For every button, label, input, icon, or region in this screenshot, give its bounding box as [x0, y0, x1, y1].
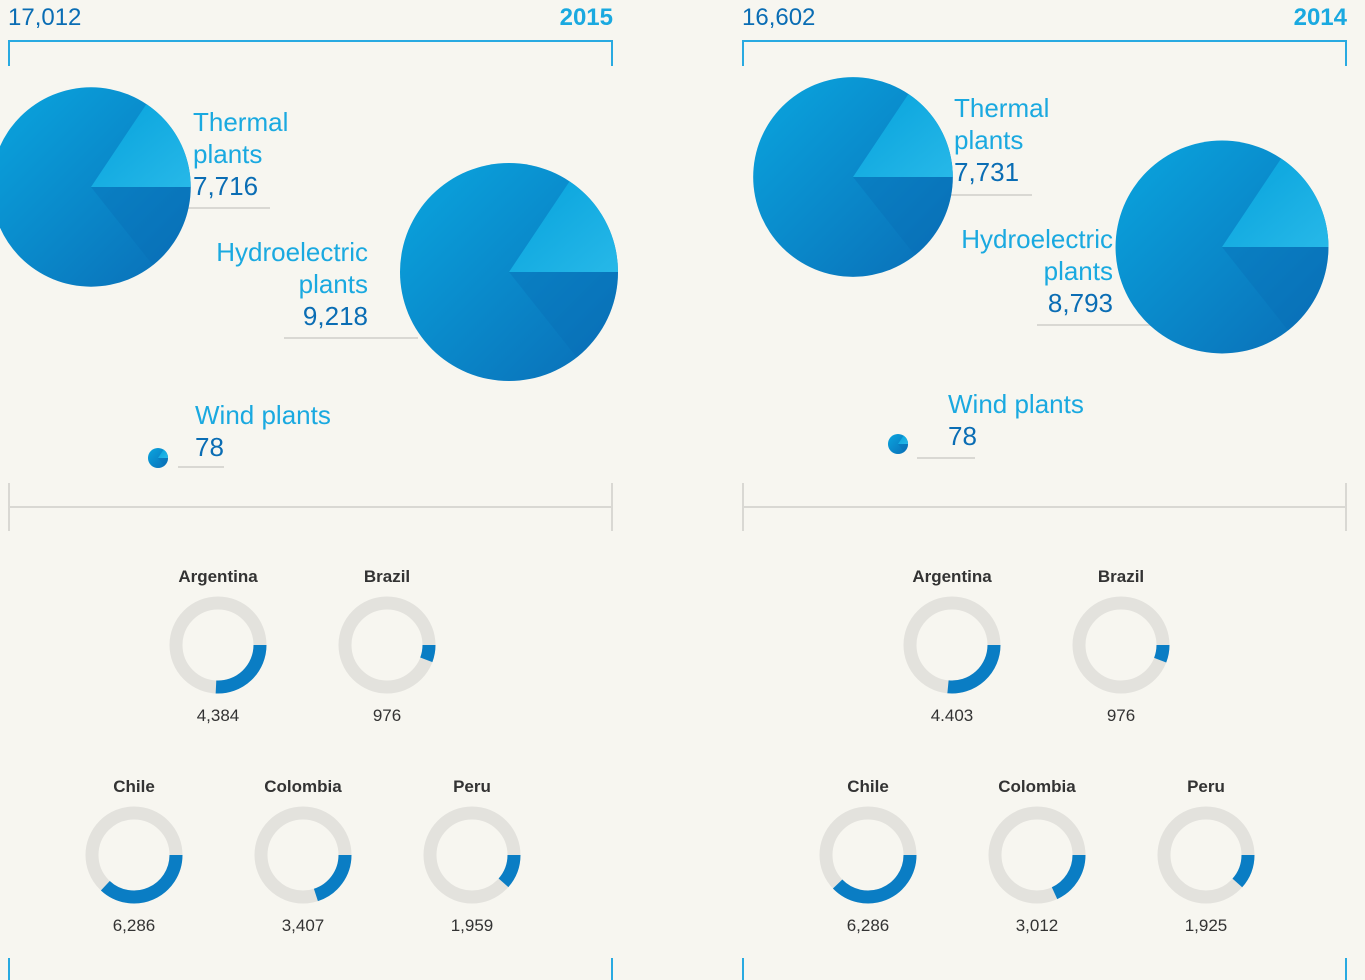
plant-value: 8,793 — [1047, 288, 1113, 318]
donut-arc — [215, 644, 267, 694]
plant-value: 78 — [948, 421, 977, 451]
country-name: Chile — [113, 777, 155, 796]
country-value: 976 — [1106, 706, 1136, 725]
plant-value: 7,716 — [193, 171, 259, 201]
plant-highlight — [1222, 158, 1329, 247]
donut-arc — [313, 854, 352, 902]
year: 2014 — [1293, 4, 1347, 31]
plant-shade — [158, 458, 169, 466]
donut-arc — [1154, 644, 1170, 663]
country-value: 4,384 — [196, 706, 240, 725]
country-value: 3,407 — [281, 916, 325, 935]
country-name: Peru — [453, 777, 491, 796]
plant-name: Thermal plants — [193, 107, 289, 169]
plant-highlight — [158, 449, 169, 458]
plant-name: Hydroelectric plants — [961, 224, 1113, 286]
country-name: Argentina — [178, 567, 258, 586]
country-value: 6,286 — [112, 916, 156, 935]
donut-arc — [1051, 854, 1086, 900]
total: 17,012 — [8, 4, 82, 31]
country-value: 3,012 — [1015, 916, 1059, 935]
plant-name: Thermal plants — [954, 93, 1050, 155]
plant-shade — [91, 187, 191, 266]
donut-arc — [100, 854, 183, 904]
donut-arc — [947, 644, 1001, 694]
donut-arc — [1232, 854, 1255, 888]
country-name: Colombia — [998, 777, 1076, 796]
country-value: 976 — [372, 706, 402, 725]
plant-value: 9,218 — [302, 301, 368, 331]
plant-highlight — [91, 104, 191, 187]
country-value: 6,286 — [846, 916, 890, 935]
country-name: Argentina — [912, 567, 992, 586]
donut-track — [1072, 596, 1170, 694]
year: 2015 — [559, 4, 613, 31]
country-value: 4.403 — [930, 706, 974, 725]
donut-arc — [498, 854, 521, 888]
plant-shade — [898, 444, 909, 452]
plant-value: 7,731 — [954, 157, 1020, 187]
country-name: Brazil — [363, 567, 411, 586]
plant-name: Wind plants — [948, 389, 1084, 419]
plant-name: Wind plants — [195, 400, 331, 430]
country-value: 1,959 — [450, 916, 494, 935]
country-name: Chile — [847, 777, 889, 796]
plant-highlight — [853, 94, 953, 177]
plant-shade — [1222, 247, 1329, 331]
total: 16,602 — [742, 4, 816, 31]
plant-highlight — [509, 181, 618, 272]
donut-track — [1157, 806, 1255, 904]
donut-arc — [420, 644, 436, 663]
donut-arc — [832, 854, 917, 904]
country-value: 1,925 — [1184, 916, 1228, 935]
plant-highlight — [898, 435, 909, 444]
donut-track — [423, 806, 521, 904]
plant-value: 78 — [195, 432, 224, 462]
country-name: Colombia — [264, 777, 342, 796]
plant-shade — [853, 177, 953, 256]
country-name: Peru — [1187, 777, 1225, 796]
plant-shade — [509, 272, 618, 358]
plant-name: Hydroelectric plants — [216, 237, 368, 299]
country-name: Brazil — [1097, 567, 1145, 586]
donut-track — [338, 596, 436, 694]
